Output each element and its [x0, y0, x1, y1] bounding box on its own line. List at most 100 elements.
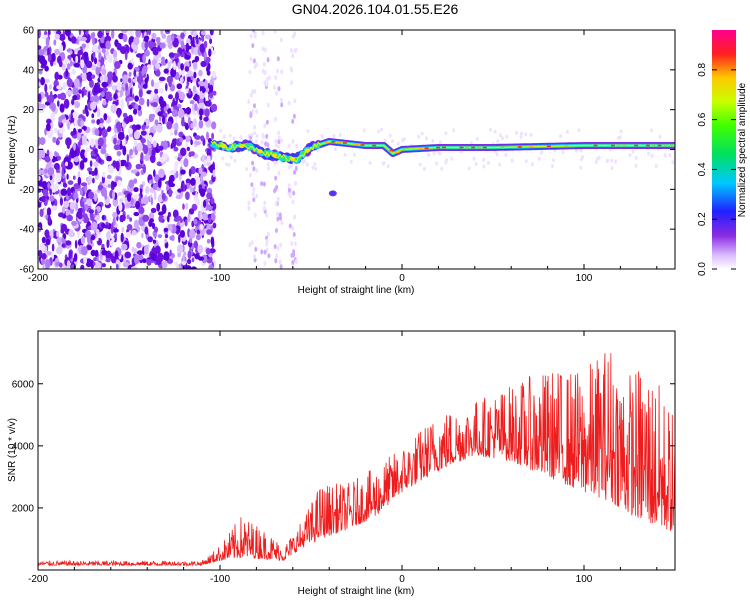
- noise-mark: [136, 250, 144, 256]
- noise-mark: [121, 137, 126, 147]
- noise-mark: [146, 98, 150, 107]
- noise-mark: [343, 152, 347, 157]
- noise-mark: [619, 129, 623, 134]
- signal-peak-mark: [272, 153, 278, 158]
- noise-mark: [278, 259, 282, 265]
- spectrogram-xtick-label: -100: [210, 273, 230, 284]
- noise-mark: [83, 51, 89, 58]
- noise-mark: [120, 232, 124, 243]
- noise-mark: [153, 81, 160, 89]
- noise-mark: [155, 69, 161, 77]
- noise-mark: [136, 142, 143, 152]
- noise-mark: [56, 85, 62, 90]
- noise-mark: [128, 179, 135, 189]
- snr-xtick-label: 100: [576, 574, 593, 585]
- noise-mark: [294, 181, 297, 186]
- noise-mark: [154, 174, 160, 183]
- noise-mark: [617, 136, 620, 140]
- noise-mark: [80, 149, 86, 160]
- noise-mark: [59, 262, 63, 268]
- noise-mark: [85, 60, 93, 69]
- noise-mark: [144, 35, 150, 41]
- noise-mark: [204, 185, 207, 193]
- noise-mark: [112, 49, 118, 60]
- noise-mark: [291, 225, 295, 231]
- noise-mark: [124, 251, 132, 259]
- noise-mark: [56, 137, 59, 146]
- noise-mark: [164, 234, 169, 239]
- noise-mark: [179, 218, 183, 223]
- spectrogram-ytick-label: -20: [20, 185, 35, 196]
- noise-mark: [139, 55, 142, 63]
- noise-mark: [81, 90, 85, 98]
- noise-mark: [445, 158, 448, 163]
- noise-mark: [275, 159, 278, 165]
- noise-mark: [43, 207, 48, 216]
- noise-mark: [232, 136, 236, 141]
- noise-mark: [287, 183, 291, 189]
- spectrogram-marks: [38, 30, 675, 269]
- noise-mark: [206, 155, 211, 163]
- noise-mark: [72, 111, 79, 119]
- noise-mark: [265, 212, 269, 218]
- noise-mark: [167, 215, 170, 223]
- noise-mark: [168, 94, 173, 100]
- noise-mark: [184, 184, 187, 191]
- noise-mark: [203, 116, 209, 122]
- noise-mark: [579, 148, 583, 153]
- noise-mark: [495, 152, 499, 157]
- noise-mark: [252, 30, 256, 33]
- noise-mark: [106, 239, 110, 249]
- noise-mark: [59, 44, 64, 53]
- noise-mark: [279, 97, 283, 103]
- noise-mark: [88, 191, 95, 200]
- noise-mark: [99, 95, 102, 101]
- noise-mark: [274, 116, 277, 122]
- noise-mark: [287, 143, 291, 149]
- noise-mark: [444, 131, 448, 136]
- colorbar-ticks: 0.0 0.2 0.4 0.6 0.8: [697, 62, 736, 276]
- noise-mark: [162, 140, 168, 150]
- noise-mark: [274, 186, 278, 192]
- noise-mark: [82, 156, 88, 163]
- noise-mark: [180, 182, 184, 192]
- noise-mark: [289, 47, 293, 53]
- noise-mark: [472, 156, 476, 161]
- noise-mark: [133, 108, 138, 115]
- noise-mark: [56, 246, 63, 255]
- noise-mark: [263, 123, 267, 129]
- noise-mark: [122, 145, 127, 156]
- noise-mark: [184, 55, 191, 60]
- noise-mark: [255, 193, 259, 199]
- noise-mark: [44, 91, 49, 98]
- noise-mark: [117, 139, 121, 146]
- noise-mark: [135, 124, 142, 130]
- noise-mark: [263, 260, 267, 266]
- snr-xtick-label: 0: [399, 574, 405, 585]
- noise-mark: [198, 184, 203, 190]
- noise-mark: [154, 88, 159, 94]
- noise-mark: [105, 258, 111, 263]
- noise-mark: [129, 87, 133, 98]
- noise-mark: [294, 259, 298, 264]
- noise-mark: [251, 108, 255, 114]
- noise-mark: [206, 229, 213, 235]
- noise-mark: [73, 156, 80, 163]
- noise-mark: [260, 139, 264, 145]
- noise-mark: [104, 224, 110, 229]
- noise-mark: [168, 187, 172, 198]
- noise-mark: [146, 64, 151, 69]
- noise-mark: [279, 37, 283, 43]
- noise-mark: [87, 167, 93, 172]
- noise-mark: [135, 163, 142, 170]
- noise-mark: [212, 169, 216, 178]
- snr-panel: -200 -100 0 100 2000 4000 6000 Height of strai…: [7, 330, 676, 597]
- noise-mark: [121, 243, 128, 251]
- noise-mark: [80, 264, 85, 269]
- noise-mark: [106, 155, 112, 161]
- noise-mark: [581, 155, 585, 160]
- noise-mark: [64, 30, 71, 37]
- noise-mark: [44, 128, 47, 136]
- colorbar-label: Normalized spectral amplitude: [737, 82, 748, 217]
- noise-mark: [54, 48, 61, 56]
